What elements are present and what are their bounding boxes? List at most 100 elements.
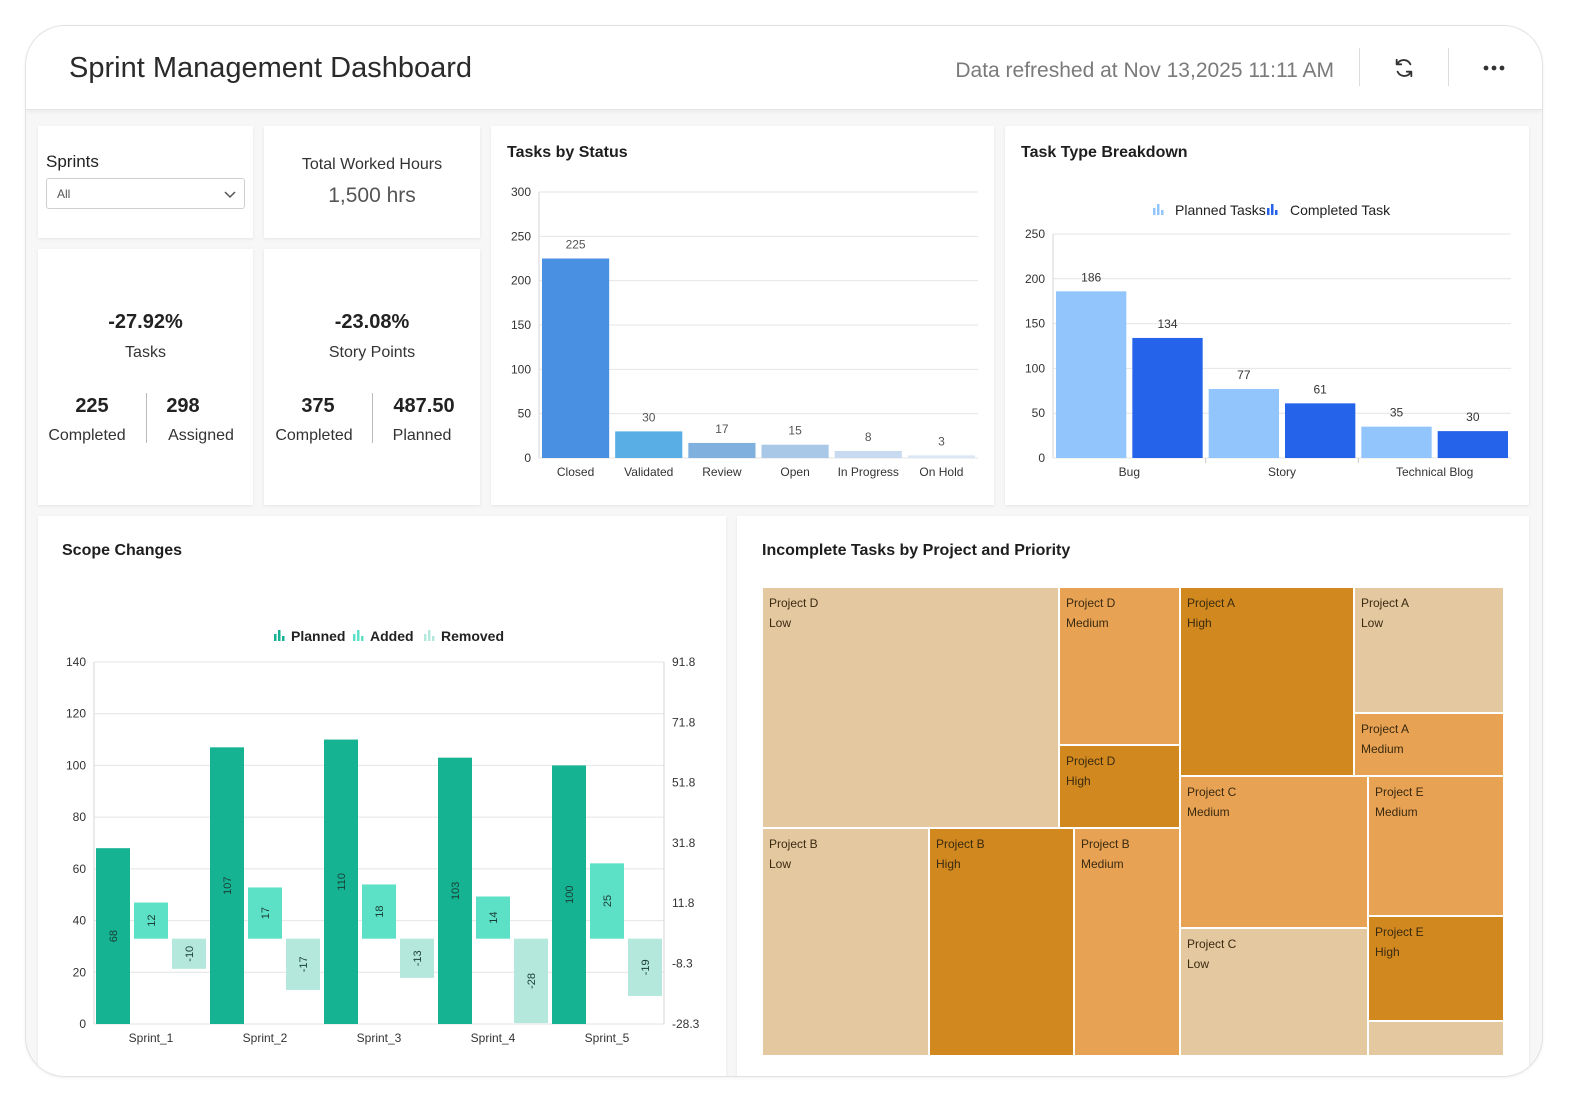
- data-label: 134: [1157, 317, 1177, 331]
- tasks-by-status-card: Tasks by Status 0 50 100 150 200 250 300 225 Clo…: [491, 126, 994, 505]
- bar: [134, 902, 168, 939]
- bar: [210, 747, 244, 1024]
- bar: [1132, 337, 1203, 458]
- treemap-cell[interactable]: Project D Medium: [1059, 587, 1180, 745]
- treemap-cell[interactable]: Project A Low: [1354, 587, 1504, 713]
- y-tick-label-left: 60: [73, 862, 87, 876]
- y-tick-label-right: -28.3: [672, 1017, 700, 1031]
- data-label: 30: [1466, 410, 1480, 424]
- refresh-button[interactable]: [1386, 50, 1422, 86]
- y-tick-label-right: 31.8: [672, 836, 696, 850]
- treemap-cell[interactable]: Project E High: [1368, 916, 1504, 1021]
- treemap-cell[interactable]: Project E Medium: [1368, 776, 1504, 916]
- bar: [907, 455, 975, 458]
- chevron-down-icon: [224, 191, 236, 199]
- task-type-title: Task Type Breakdown: [1021, 144, 1188, 161]
- x-tick-label: Technical Blog: [1396, 465, 1473, 479]
- incomplete-tasks-title: Incomplete Tasks by Project and Priority: [762, 542, 1071, 559]
- treemap-cell-project: Project D: [1066, 754, 1116, 768]
- legend-planned: Planned: [291, 628, 345, 644]
- y-tick-label-left: 140: [66, 655, 86, 669]
- bar: [1285, 403, 1356, 458]
- legend-added: Added: [370, 628, 414, 644]
- x-tick-label: Sprint_1: [129, 1031, 174, 1045]
- data-label: 15: [788, 424, 802, 438]
- kpi-divider: [372, 393, 373, 443]
- treemap-cell-priority: Low: [1187, 957, 1210, 971]
- scope-changes-chart: 0 20 40 60 80 100 120 140 -28.3 -8.3 11.8 31.8 51.8 7…: [66, 628, 700, 1045]
- y-tick-label: 100: [1025, 361, 1045, 375]
- sprints-select-value: All: [57, 187, 71, 201]
- y-tick-label-right: 71.8: [672, 715, 696, 729]
- data-label: -10: [184, 946, 196, 962]
- worked-hours-value: 1,500 hrs: [328, 184, 416, 207]
- x-tick-label: On Hold: [919, 465, 963, 479]
- treemap-cell-priority: Medium: [1361, 742, 1404, 756]
- story-planned-value: 487.50: [393, 395, 455, 417]
- bar: [761, 444, 829, 458]
- data-label: 186: [1081, 270, 1101, 284]
- kpi-divider: [146, 393, 147, 443]
- story-planned-label: Planned: [392, 427, 452, 444]
- dashboard-header: Sprint Management Dashboard Data refresh…: [26, 26, 1542, 110]
- treemap-cell[interactable]: Project B Medium: [1074, 828, 1180, 1056]
- bar: [1056, 291, 1127, 458]
- bar: [628, 938, 662, 996]
- data-label: 8: [865, 430, 872, 444]
- story-points-label: Story Points: [328, 344, 416, 361]
- data-label: 103: [450, 882, 462, 900]
- treemap-cell-priority: High: [936, 857, 961, 871]
- tasks-by-status-title: Tasks by Status: [507, 144, 628, 161]
- data-label: -28: [526, 973, 538, 989]
- treemap-cell-project: Project D: [769, 596, 819, 610]
- tasks-kpi-card: -27.92% Tasks 225 Completed 298 Assigned: [38, 249, 253, 505]
- refresh-icon: [1395, 58, 1413, 78]
- data-label: 77: [1237, 368, 1251, 382]
- legend-bar-icon: [1267, 204, 1278, 215]
- data-label: 14: [488, 911, 500, 923]
- treemap-cell[interactable]: Project C Medium: [1180, 776, 1368, 928]
- treemap-cell-project: Project C: [1187, 785, 1237, 799]
- treemap-cell-project: Project C: [1187, 937, 1237, 951]
- tasks-label: Tasks: [125, 344, 166, 361]
- more-options-button[interactable]: [1476, 50, 1512, 86]
- bar: [1361, 426, 1432, 458]
- y-tick-label-right: 51.8: [672, 776, 696, 790]
- treemap-cell-project: Project D: [1066, 596, 1116, 610]
- bar: [1437, 431, 1508, 458]
- x-tick-label: Sprint_4: [471, 1031, 516, 1045]
- y-tick-label: 250: [1025, 227, 1045, 241]
- data-label: -19: [640, 959, 652, 975]
- sprints-filter-card: Sprints All: [38, 126, 253, 238]
- treemap-cell-priority: Medium: [1066, 616, 1109, 630]
- scope-changes-title: Scope Changes: [62, 542, 183, 559]
- treemap-cell[interactable]: Project C Low: [1180, 928, 1368, 1056]
- task-type-chart: 0 50 100 150 200 250 186 134 Bug 77 61 Story 35 30 Tec…: [1025, 202, 1511, 479]
- x-tick-label: Sprint_3: [357, 1031, 402, 1045]
- treemap-cell-priority: Low: [1361, 616, 1384, 630]
- sprints-select[interactable]: All: [46, 178, 245, 209]
- bar: [514, 938, 548, 1024]
- bar: [438, 757, 472, 1024]
- sprints-label: Sprints: [46, 152, 99, 171]
- treemap-cell[interactable]: Project D Low: [762, 587, 1059, 828]
- x-tick-label: Closed: [557, 465, 594, 479]
- incomplete-tasks-card: Incomplete Tasks by Project and Priority…: [737, 516, 1529, 1076]
- treemap-cell[interactable]: Project A High: [1180, 587, 1354, 776]
- y-tick-label: 0: [524, 451, 531, 465]
- treemap-cell-unlabeled[interactable]: [1368, 1021, 1504, 1056]
- treemap-cell-project: Project A: [1187, 596, 1236, 610]
- y-tick-label: 150: [1025, 317, 1045, 331]
- legend-completed-task: Completed Task: [1290, 202, 1391, 218]
- treemap-cell-priority: Medium: [1081, 857, 1124, 871]
- data-label: -13: [412, 950, 424, 966]
- treemap-cell[interactable]: Project B Low: [762, 828, 929, 1056]
- treemap-cell-priority: Medium: [1187, 805, 1230, 819]
- x-tick-label: Sprint_5: [585, 1031, 630, 1045]
- data-label: 3: [938, 434, 945, 448]
- treemap: Project D Low Project D Medium Project D High…: [762, 587, 1504, 1056]
- treemap-cell[interactable]: Project D High: [1059, 745, 1180, 828]
- treemap-cell[interactable]: Project B High: [929, 828, 1074, 1056]
- y-tick-label-left: 20: [73, 965, 87, 979]
- treemap-cell[interactable]: Project A Medium: [1354, 713, 1504, 776]
